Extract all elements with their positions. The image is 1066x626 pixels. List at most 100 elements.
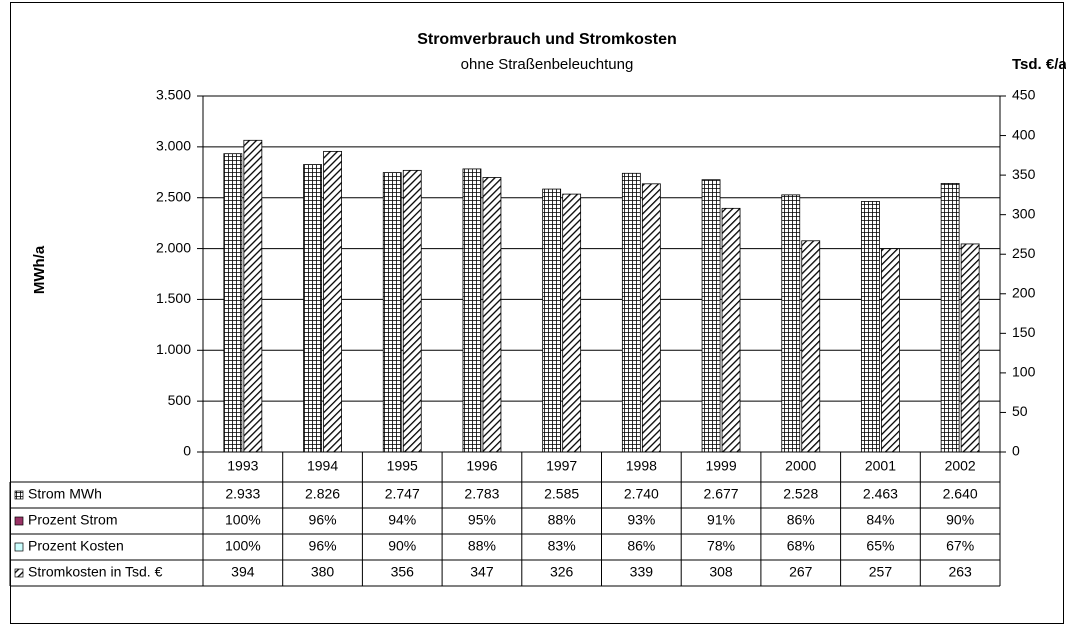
table-cell: 88% — [468, 538, 496, 554]
table-cell: 267 — [789, 564, 813, 580]
y2-tick-label: 0 — [1012, 443, 1020, 459]
legend-key — [14, 542, 24, 552]
table-cell: 2.740 — [624, 486, 659, 502]
y2-tick-label: 150 — [1012, 324, 1036, 340]
table-cell: 94% — [388, 512, 416, 528]
y2-tick-label: 400 — [1012, 126, 1036, 142]
table-cell: 2.528 — [783, 486, 818, 502]
legend-key — [14, 568, 24, 578]
x-tick-label: 1997 — [546, 458, 577, 474]
bar — [562, 193, 582, 453]
table-cell: 339 — [630, 564, 654, 580]
table-cell: 96% — [309, 538, 337, 554]
bar — [861, 201, 880, 453]
bar — [621, 172, 641, 453]
bar — [881, 248, 900, 453]
legend-key — [14, 516, 24, 526]
table-cell: 86% — [627, 538, 655, 554]
bar — [323, 150, 342, 453]
y2-axis-label: Tsd. €/a — [1012, 56, 1066, 73]
table-cell: 347 — [470, 564, 494, 580]
y-tick-label: 1.000 — [156, 341, 191, 357]
y2-tick-label: 100 — [1012, 364, 1036, 380]
table-cell: 308 — [709, 564, 733, 580]
bar — [801, 240, 821, 453]
y2-tick-label: 450 — [1012, 87, 1036, 103]
table-cell: 263 — [948, 564, 972, 580]
bar — [223, 153, 243, 453]
bar — [641, 183, 661, 453]
bar — [303, 164, 322, 453]
y-axis-label: MWh/a — [31, 245, 48, 294]
bar — [960, 243, 980, 453]
table-cell: 2.933 — [225, 486, 260, 502]
table-cell: 2.747 — [385, 486, 420, 502]
table-cell: 96% — [309, 512, 337, 528]
table-cell: 83% — [548, 538, 576, 554]
table-cell: 84% — [866, 512, 894, 528]
table-cell: 2.826 — [305, 486, 340, 502]
table-cell: 100% — [225, 512, 261, 528]
legend-key — [14, 490, 24, 500]
chart-title: Stromverbrauch und Stromkosten — [417, 31, 677, 48]
table-cell: 2.585 — [544, 486, 579, 502]
chart-subtitle: ohne Straßenbeleuchtung — [461, 56, 634, 73]
y-tick-label: 1.500 — [156, 290, 191, 306]
bar — [462, 168, 482, 453]
x-tick-label: 1994 — [307, 458, 338, 474]
table-cell: 90% — [388, 538, 416, 554]
table-cell: 90% — [946, 512, 974, 528]
bar — [781, 194, 801, 453]
legend-label: Strom MWh — [28, 486, 102, 502]
y-tick-label: 3.500 — [156, 87, 191, 103]
y2-tick-label: 350 — [1012, 166, 1036, 182]
bar — [940, 183, 960, 453]
table-cell: 65% — [866, 538, 894, 554]
table-cell: 95% — [468, 512, 496, 528]
table-cell: 356 — [391, 564, 415, 580]
y-tick-label: 2.000 — [156, 239, 191, 255]
table-cell: 2.677 — [704, 486, 739, 502]
bar — [243, 139, 263, 453]
x-tick-label: 2001 — [865, 458, 896, 474]
x-tick-label: 2000 — [785, 458, 816, 474]
table-cell: 68% — [787, 538, 815, 554]
x-tick-label: 1995 — [387, 458, 418, 474]
y2-tick-label: 300 — [1012, 205, 1036, 221]
bar — [721, 207, 741, 453]
y-tick-label: 3.000 — [156, 138, 191, 154]
table-cell: 93% — [627, 512, 655, 528]
table-cell: 2.640 — [943, 486, 978, 502]
y2-tick-label: 200 — [1012, 284, 1036, 300]
x-tick-label: 1996 — [466, 458, 497, 474]
y-tick-label: 500 — [168, 392, 192, 408]
bar — [382, 172, 402, 453]
bar — [402, 169, 422, 453]
table-cell: 86% — [787, 512, 815, 528]
table-cell: 2.463 — [863, 486, 898, 502]
table-cell: 100% — [225, 538, 261, 554]
table-cell: 2.783 — [464, 486, 499, 502]
table-cell: 91% — [707, 512, 735, 528]
x-tick-label: 1998 — [626, 458, 657, 474]
y-tick-label: 0 — [183, 443, 191, 459]
table-cell: 394 — [231, 564, 255, 580]
legend-label: Stromkosten in Tsd. € — [28, 564, 163, 580]
bar — [542, 188, 562, 453]
table-cell: 326 — [550, 564, 574, 580]
bar — [482, 177, 502, 453]
bar — [701, 179, 721, 453]
table-cell: 88% — [548, 512, 576, 528]
y2-tick-label: 250 — [1012, 245, 1036, 261]
table-cell: 67% — [946, 538, 974, 554]
y-tick-label: 2.500 — [156, 188, 191, 204]
y2-tick-label: 50 — [1012, 403, 1028, 419]
x-tick-label: 2002 — [945, 458, 976, 474]
table-cell: 78% — [707, 538, 735, 554]
table-cell: 380 — [311, 564, 335, 580]
x-tick-label: 1999 — [705, 458, 736, 474]
legend-label: Prozent Strom — [28, 512, 117, 528]
x-tick-label: 1993 — [227, 458, 258, 474]
legend-label: Prozent Kosten — [28, 538, 124, 554]
